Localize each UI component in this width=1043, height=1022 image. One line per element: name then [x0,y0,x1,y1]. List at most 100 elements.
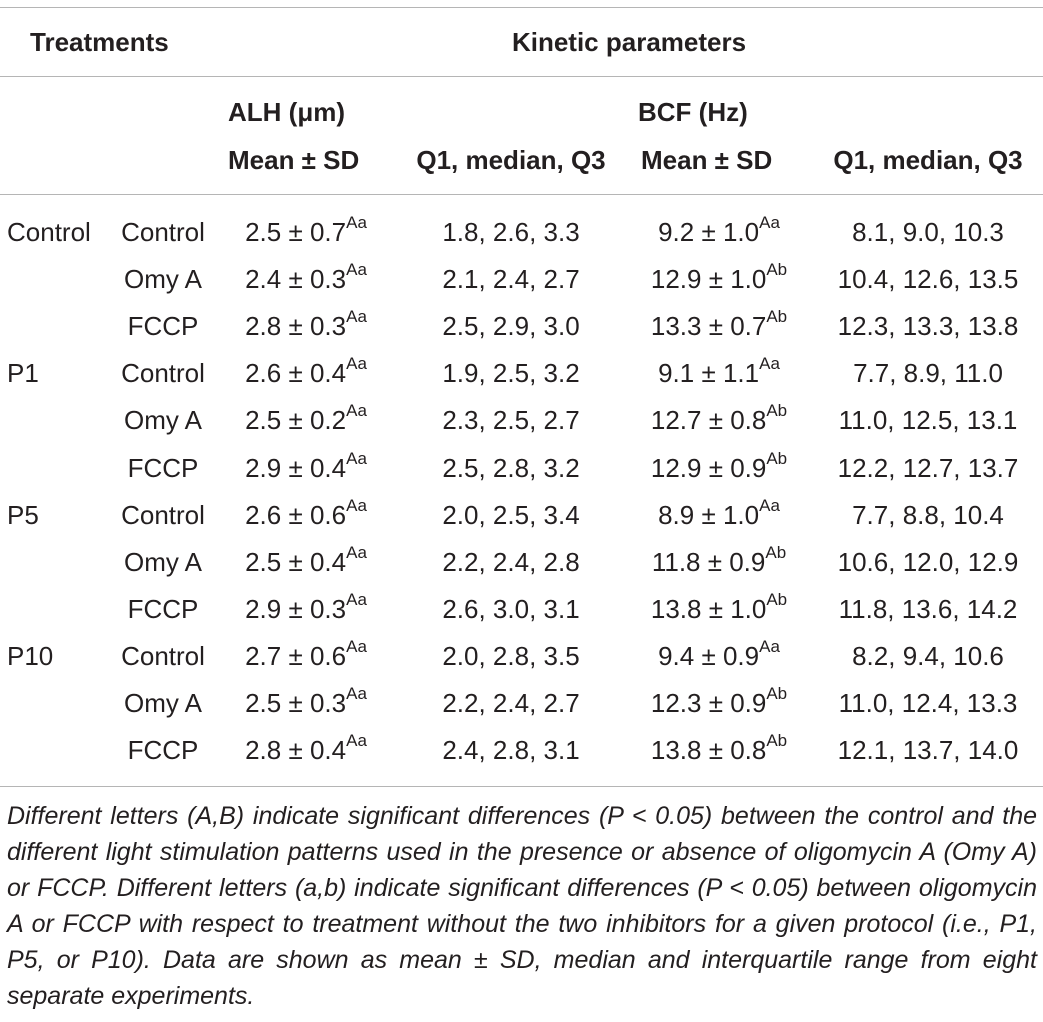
mean-value: 12.9 ± 0.9 [650,453,767,483]
row-group-label: P10 [7,641,54,671]
header-alh-quartiles: Q1, median, Q3 [416,145,606,175]
header-rule-1 [0,76,1043,77]
significance-letters: Aa [346,543,367,563]
bcf-mean-sd-cell: 13.8 ± 0.8Ab [650,732,787,765]
alh-mean-sd-cell: 2.6 ± 0.4Aa [245,355,367,388]
row-treatment-label: Omy A [123,264,203,294]
bcf-quartiles-cell: 7.7, 8.8, 10.4 [852,500,1004,530]
alh-mean-sd-cell: 2.9 ± 0.4Aa [245,450,367,483]
significance-letters: Aa [346,496,367,516]
alh-mean-sd-cell: 2.6 ± 0.6Aa [245,497,367,530]
bcf-quartiles-cell: 12.1, 13.7, 14.0 [837,735,1019,765]
mean-value: 12.7 ± 0.8 [650,405,767,435]
header-bcf-quartiles: Q1, median, Q3 [833,145,1023,175]
significance-letters: Ab [766,684,788,704]
alh-mean-sd-cell: 2.8 ± 0.4Aa [245,732,367,765]
row-treatment-label: Control [121,217,205,247]
significance-letters: Aa [346,401,367,421]
mean-value: 2.7 ± 0.6 [245,641,347,671]
bcf-mean-sd-cell: 12.9 ± 1.0Ab [650,261,787,294]
mean-value: 2.5 ± 0.4 [245,547,347,577]
mean-value: 2.9 ± 0.3 [245,594,347,624]
mean-value: 12.9 ± 1.0 [650,264,767,294]
header-rule-2 [0,194,1043,195]
mean-value: 2.4 ± 0.3 [245,264,347,294]
bcf-quartiles-cell: 8.2, 9.4, 10.6 [852,641,1004,671]
alh-mean-sd-cell: 2.5 ± 0.2Aa [245,402,367,435]
significance-letters: Aa [346,590,367,610]
table-top-rule [0,7,1043,8]
mean-value: 2.5 ± 0.3 [245,688,347,718]
mean-value: 2.6 ± 0.6 [245,500,347,530]
bcf-mean-sd-cell: 12.3 ± 0.9Ab [650,685,787,718]
alh-quartiles-cell: 2.1, 2.4, 2.7 [442,264,580,294]
alh-quartiles-cell: 2.0, 2.8, 3.5 [442,641,580,671]
row-group-label: P5 [7,500,39,530]
header-alh: ALH (μm) [228,97,345,127]
alh-mean-sd-cell: 2.8 ± 0.3Aa [245,308,367,341]
row-treatment-label: FCCP [127,311,199,341]
row-treatment-label: FCCP [127,735,199,765]
header-kinetic-parameters: Kinetic parameters [511,27,747,57]
row-treatment-label: Control [121,641,205,671]
mean-value: 13.8 ± 1.0 [650,594,767,624]
alh-mean-sd-cell: 2.5 ± 0.3Aa [245,685,367,718]
alh-mean-sd-cell: 2.5 ± 0.4Aa [245,544,367,577]
mean-value: 13.8 ± 0.8 [650,735,767,765]
significance-letters: Ab [766,449,788,469]
alh-quartiles-cell: 2.3, 2.5, 2.7 [442,405,580,435]
alh-quartiles-cell: 1.9, 2.5, 3.2 [442,358,580,388]
significance-letters: Ab [765,543,787,563]
alh-quartiles-cell: 2.2, 2.4, 2.8 [442,547,580,577]
mean-value: 2.8 ± 0.4 [245,735,347,765]
significance-letters: Aa [346,213,367,233]
alh-quartiles-cell: 2.4, 2.8, 3.1 [442,735,580,765]
significance-letters: Aa [346,684,367,704]
bcf-quartiles-cell: 12.3, 13.3, 13.8 [837,311,1019,341]
bcf-mean-sd-cell: 13.8 ± 1.0Ab [650,591,787,624]
mean-value: 2.9 ± 0.4 [245,453,347,483]
alh-mean-sd-cell: 2.5 ± 0.7Aa [245,214,367,247]
bcf-mean-sd-cell: 9.2 ± 1.0Aa [658,214,780,247]
mean-value: 2.6 ± 0.4 [245,358,347,388]
mean-value: 13.3 ± 0.7 [650,311,767,341]
mean-value: 2.5 ± 0.7 [245,217,347,247]
significance-letters: Aa [759,496,780,516]
mean-value: 2.8 ± 0.3 [245,311,347,341]
significance-letters: Aa [346,260,367,280]
mean-value: 9.1 ± 1.1 [658,358,760,388]
bcf-quartiles-cell: 11.0, 12.4, 13.3 [838,688,1018,718]
alh-quartiles-cell: 1.8, 2.6, 3.3 [442,217,580,247]
bcf-quartiles-cell: 10.4, 12.6, 13.5 [837,264,1019,294]
header-bcf: BCF (Hz) [638,97,748,127]
significance-letters: Aa [346,449,367,469]
row-group-label: P1 [7,358,39,388]
significance-letters: Aa [346,307,367,327]
alh-mean-sd-cell: 2.4 ± 0.3Aa [245,261,367,294]
significance-letters: Aa [759,637,780,657]
row-treatment-label: Control [121,358,205,388]
mean-value: 12.3 ± 0.9 [650,688,767,718]
bcf-mean-sd-cell: 9.4 ± 0.9Aa [658,638,780,671]
alh-quartiles-cell: 2.6, 3.0, 3.1 [442,594,580,624]
bcf-mean-sd-cell: 9.1 ± 1.1Aa [658,355,780,388]
mean-value: 9.2 ± 1.0 [658,217,760,247]
row-treatment-label: Control [121,500,205,530]
table-bottom-rule [0,786,1043,787]
bcf-quartiles-cell: 10.6, 12.0, 12.9 [837,547,1019,577]
alh-quartiles-cell: 2.5, 2.8, 3.2 [442,453,580,483]
bcf-quartiles-cell: 11.0, 12.5, 13.1 [838,405,1018,435]
mean-value: 9.4 ± 0.9 [658,641,760,671]
mean-value: 11.8 ± 0.9 [651,547,766,577]
bcf-mean-sd-cell: 12.9 ± 0.9Ab [650,450,787,483]
header-bcf-mean-sd: Mean ± SD [641,145,773,175]
bcf-quartiles-cell: 7.7, 8.9, 11.0 [853,358,1003,388]
alh-mean-sd-cell: 2.9 ± 0.3Aa [245,591,367,624]
bcf-mean-sd-cell: 11.8 ± 0.9Ab [651,544,786,577]
alh-mean-sd-cell: 2.7 ± 0.6Aa [245,638,367,671]
significance-letters: Ab [766,590,788,610]
bcf-mean-sd-cell: 8.9 ± 1.0Aa [658,497,780,530]
significance-letters: Aa [759,354,780,374]
row-treatment-label: FCCP [127,453,199,483]
significance-letters: Ab [766,401,788,421]
